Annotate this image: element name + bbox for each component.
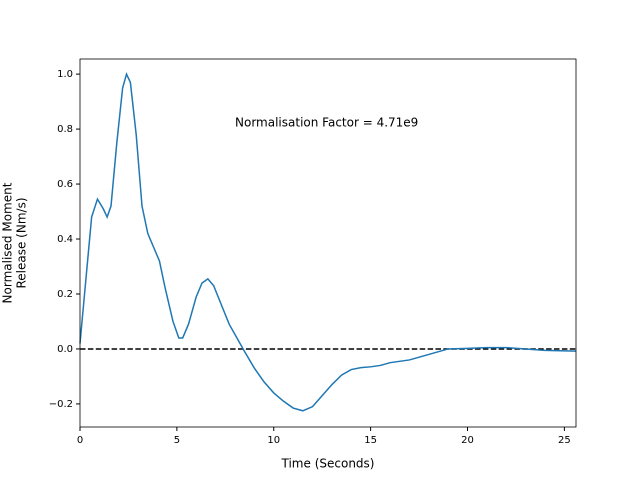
plot-frame: [79, 58, 577, 428]
x-tick-label: 5: [174, 435, 180, 446]
x-tick-label: 20: [461, 435, 474, 446]
y-tick-label: 0.2: [57, 289, 73, 300]
y-tick-label: 1.0: [57, 69, 73, 80]
y-tick-label: −0.2: [49, 399, 73, 410]
x-tick-label: 15: [364, 435, 377, 446]
x-tick-label: 10: [267, 435, 280, 446]
y-tick-label: 0.6: [57, 179, 73, 190]
y-tick-label: 0.0: [57, 344, 73, 355]
annotation: Normalisation Factor = 4.71e9: [235, 116, 418, 130]
y-axis-label: Release (Nm/s): [15, 197, 29, 288]
y-tick-label: 0.8: [57, 124, 73, 135]
x-tick-label: 0: [77, 435, 83, 446]
y-axis-label: Normalised Moment: [1, 182, 15, 303]
x-axis-label: Time (Seconds): [281, 457, 375, 471]
y-tick-label: 0.4: [57, 234, 73, 245]
x-tick-label: 25: [558, 435, 571, 446]
data-line: [79, 71, 577, 412]
